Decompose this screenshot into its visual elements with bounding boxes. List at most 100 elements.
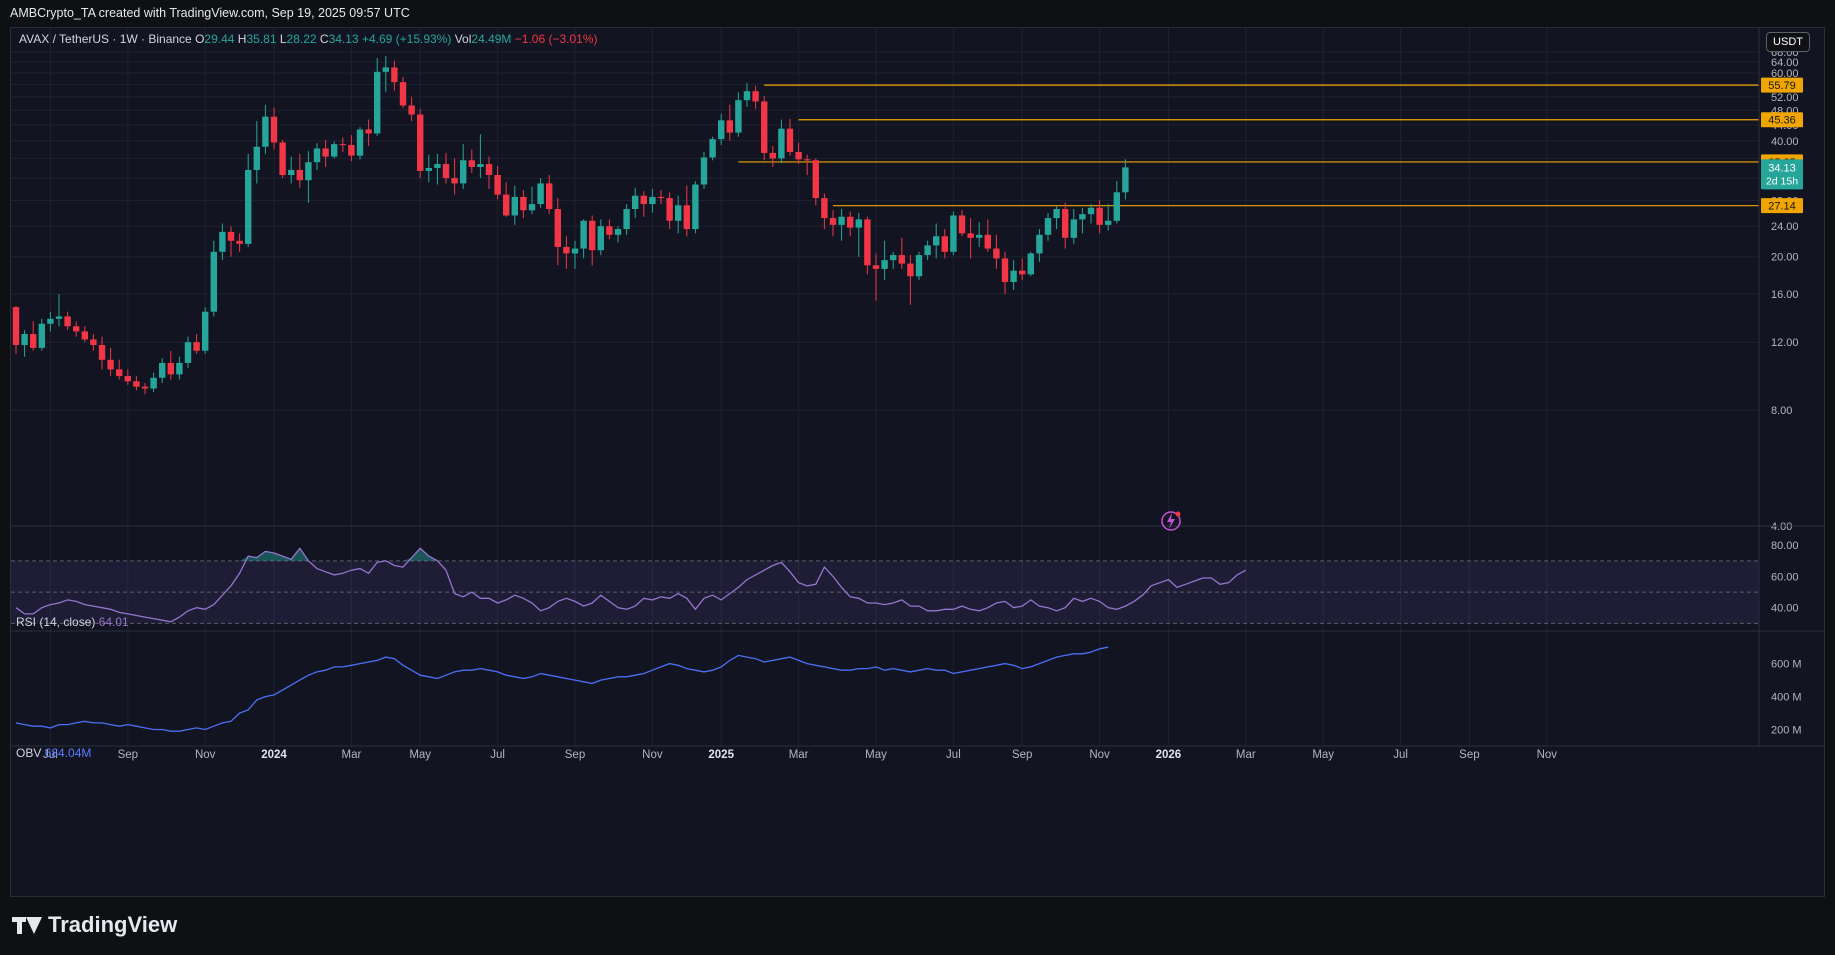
level-price-label: 27.14 bbox=[1768, 201, 1796, 213]
chart-canvas[interactable]: Jul Sep Nov 2024 Mar May Jul Sep Nov 2025 Mar May Ju… bbox=[11, 28, 1824, 896]
candle bbox=[700, 152, 708, 189]
candle-body bbox=[236, 240, 243, 244]
candle-body bbox=[339, 144, 346, 146]
candle-body bbox=[253, 146, 260, 170]
candle bbox=[331, 141, 338, 159]
candle-body bbox=[1044, 218, 1052, 235]
candle bbox=[348, 135, 355, 162]
candle bbox=[958, 210, 966, 237]
rsi-value: 64.01 bbox=[98, 615, 129, 629]
candle bbox=[270, 107, 278, 150]
candle bbox=[1079, 207, 1086, 234]
candle bbox=[193, 334, 200, 354]
candle bbox=[382, 55, 389, 92]
candle bbox=[675, 195, 682, 234]
candle bbox=[21, 330, 28, 357]
candle bbox=[890, 251, 897, 269]
candle-body bbox=[442, 164, 450, 179]
currency-unit-button[interactable]: USDT bbox=[1766, 32, 1810, 52]
rsi-label[interactable]: RSI (14, close) bbox=[16, 615, 96, 629]
candle-body bbox=[881, 260, 888, 269]
obv-label[interactable]: OBV bbox=[16, 746, 42, 760]
low-label: L bbox=[279, 32, 287, 46]
candle-body bbox=[210, 251, 217, 312]
candle bbox=[941, 229, 948, 259]
candle bbox=[262, 104, 269, 154]
candle-body bbox=[477, 164, 484, 167]
candle-body bbox=[279, 142, 286, 175]
candle bbox=[141, 383, 149, 395]
x-tick-label: Sep bbox=[118, 749, 138, 761]
candle-body bbox=[726, 120, 733, 133]
candle bbox=[124, 369, 131, 385]
level-price-tag bbox=[1761, 198, 1803, 214]
candle-body bbox=[924, 245, 931, 256]
volume-label: Vol bbox=[454, 32, 472, 46]
rsi-overbought-fill bbox=[274, 553, 283, 561]
candle bbox=[365, 119, 372, 146]
candle-body bbox=[520, 196, 527, 211]
x-tick-label: Sep bbox=[565, 749, 585, 761]
candle bbox=[47, 311, 54, 332]
candle bbox=[709, 136, 716, 161]
candle-body bbox=[984, 234, 991, 249]
candle-body bbox=[700, 157, 708, 185]
candle bbox=[176, 356, 183, 380]
candle-body bbox=[468, 160, 475, 167]
candle bbox=[898, 237, 905, 269]
candle bbox=[202, 307, 209, 354]
open-label: O bbox=[195, 32, 205, 46]
candle-body bbox=[485, 164, 493, 175]
candle-body bbox=[864, 219, 871, 266]
candle bbox=[743, 83, 751, 107]
rsi-y-tick-label: 40.00 bbox=[1771, 603, 1799, 615]
last-price-tag bbox=[1761, 159, 1803, 190]
candle bbox=[288, 156, 295, 184]
candle bbox=[571, 240, 579, 269]
x-tick-label: Sep bbox=[1012, 749, 1032, 761]
candle bbox=[374, 58, 381, 136]
candle-body bbox=[804, 159, 811, 161]
high-value: 35.81 bbox=[246, 32, 277, 46]
candle-body bbox=[331, 144, 338, 157]
candle bbox=[55, 294, 63, 327]
candle bbox=[623, 204, 630, 235]
tradingview-logo[interactable]: TradingView bbox=[12, 912, 177, 938]
candle bbox=[881, 240, 888, 281]
x-tick-label: Mar bbox=[1236, 749, 1256, 761]
candle-body bbox=[288, 169, 295, 175]
symbol-label[interactable]: AVAX / TetherUS · 1W · Binance bbox=[19, 32, 192, 46]
lightning-icon-badge bbox=[1175, 511, 1181, 517]
candle-body bbox=[761, 101, 768, 153]
candle-body bbox=[571, 248, 579, 254]
candle-body bbox=[391, 67, 398, 83]
candle-body bbox=[1096, 207, 1103, 225]
price-y-tick-label: 8.00 bbox=[1771, 405, 1792, 417]
chart-caption: AMBCrypto_TA created with TradingView.co… bbox=[0, 0, 1835, 27]
candle bbox=[494, 166, 501, 200]
x-tick-label: May bbox=[865, 749, 887, 761]
candle bbox=[597, 219, 604, 256]
candle bbox=[339, 137, 346, 153]
candle-body bbox=[262, 116, 269, 147]
candle bbox=[442, 152, 450, 184]
candle-body bbox=[47, 318, 54, 324]
candle bbox=[1027, 251, 1034, 277]
candle-body bbox=[606, 226, 613, 235]
rsi-legend: RSI (14, close) 64.01 bbox=[16, 615, 129, 629]
candle bbox=[451, 158, 458, 195]
candle-body bbox=[735, 100, 742, 133]
candle-body bbox=[795, 152, 802, 160]
candle-body bbox=[64, 316, 71, 327]
candle-body bbox=[941, 236, 948, 252]
level-price-tag bbox=[1761, 77, 1803, 93]
candle-body bbox=[150, 377, 157, 389]
open-value: 29.44 bbox=[204, 32, 235, 46]
candle bbox=[795, 142, 802, 165]
candle bbox=[606, 219, 613, 240]
candle-body bbox=[1053, 209, 1060, 219]
price-y-tick-label: 12.00 bbox=[1771, 337, 1799, 349]
candle-body bbox=[950, 215, 957, 252]
candle bbox=[184, 336, 192, 368]
candle-body bbox=[1079, 214, 1086, 220]
